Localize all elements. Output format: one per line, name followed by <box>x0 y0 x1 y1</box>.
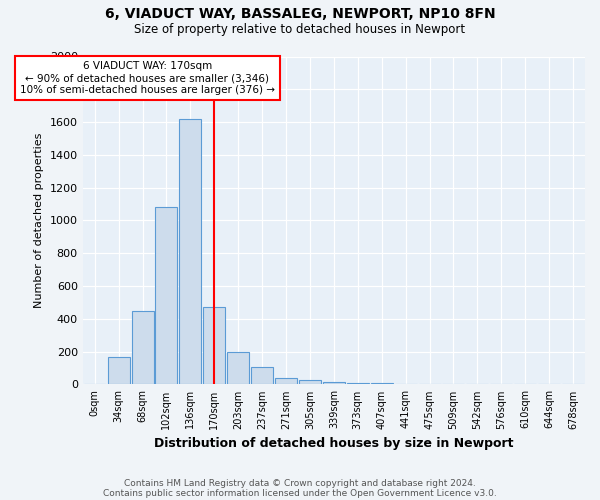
Bar <box>275 378 297 384</box>
Text: Size of property relative to detached houses in Newport: Size of property relative to detached ho… <box>134 22 466 36</box>
Bar <box>371 383 392 384</box>
Bar <box>107 356 130 384</box>
Text: 6, VIADUCT WAY, BASSALEG, NEWPORT, NP10 8FN: 6, VIADUCT WAY, BASSALEG, NEWPORT, NP10 … <box>104 8 496 22</box>
Bar <box>227 352 249 384</box>
Bar <box>299 380 321 384</box>
Text: 6 VIADUCT WAY: 170sqm
← 90% of detached houses are smaller (3,346)
10% of semi-d: 6 VIADUCT WAY: 170sqm ← 90% of detached … <box>20 62 275 94</box>
Text: Contains HM Land Registry data © Crown copyright and database right 2024.: Contains HM Land Registry data © Crown c… <box>124 478 476 488</box>
Bar <box>155 208 178 384</box>
Bar <box>179 119 202 384</box>
Bar <box>347 383 369 384</box>
Y-axis label: Number of detached properties: Number of detached properties <box>34 133 44 308</box>
Bar <box>203 308 225 384</box>
Bar <box>251 367 273 384</box>
Bar <box>323 382 345 384</box>
X-axis label: Distribution of detached houses by size in Newport: Distribution of detached houses by size … <box>154 437 514 450</box>
Text: Contains public sector information licensed under the Open Government Licence v3: Contains public sector information licen… <box>103 488 497 498</box>
Bar <box>131 310 154 384</box>
